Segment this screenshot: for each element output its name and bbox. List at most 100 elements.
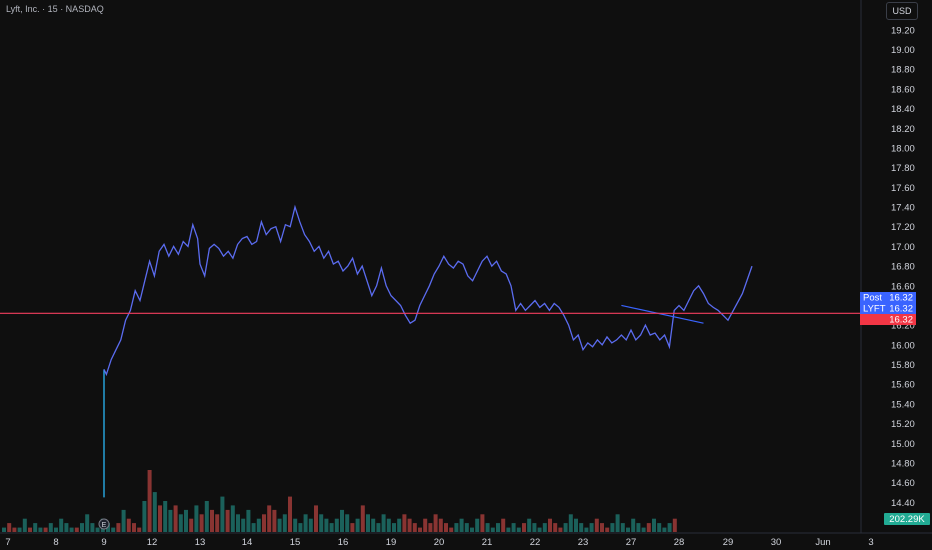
currency-button[interactable]: USD bbox=[886, 2, 918, 20]
volume-bar bbox=[672, 518, 677, 532]
volume-bar bbox=[59, 518, 64, 532]
volume-bar bbox=[475, 518, 480, 532]
x-tick-label: 20 bbox=[434, 537, 445, 548]
volume-bar bbox=[449, 527, 454, 532]
y-tick-label: 16.80 bbox=[891, 262, 915, 273]
volume-bar bbox=[345, 514, 350, 532]
volume-bar bbox=[470, 527, 474, 532]
volume-bar bbox=[620, 523, 625, 532]
x-tick-label: 12 bbox=[147, 537, 158, 548]
x-tick-label: 27 bbox=[626, 537, 637, 548]
volume-bar bbox=[7, 523, 12, 532]
volume-bar bbox=[2, 527, 6, 532]
volume-bar bbox=[522, 523, 526, 532]
volume-bar bbox=[132, 523, 136, 532]
volume-bar bbox=[298, 523, 303, 532]
volume-bar bbox=[236, 514, 240, 532]
volume-bar bbox=[428, 523, 433, 532]
volume-bar bbox=[319, 514, 324, 532]
volume-bar bbox=[173, 505, 178, 532]
volume-bar bbox=[516, 527, 521, 532]
y-tick-label: 17.20 bbox=[891, 222, 915, 233]
x-tick-label: 23 bbox=[578, 537, 589, 548]
volume-bar bbox=[579, 523, 584, 532]
volume-bar bbox=[511, 523, 516, 532]
volume-bar bbox=[48, 523, 53, 532]
volume-bar bbox=[631, 518, 636, 532]
volume-bar bbox=[438, 518, 443, 532]
volume-bar bbox=[262, 514, 266, 532]
volume-bar bbox=[340, 509, 344, 532]
volume-bar bbox=[230, 505, 235, 532]
chart-title: Lyft, Inc. · 15 · NASDAQ bbox=[6, 4, 104, 14]
volume-bar bbox=[646, 523, 651, 532]
volume-bar bbox=[402, 514, 407, 532]
volume-bar bbox=[527, 518, 532, 532]
volume-bar bbox=[147, 470, 152, 532]
volume-bar bbox=[54, 527, 58, 532]
volume-bar bbox=[433, 514, 438, 532]
y-tick-label: 19.20 bbox=[891, 25, 915, 36]
volume-bar bbox=[80, 523, 84, 532]
volume-bar bbox=[324, 518, 329, 532]
volume-bar bbox=[548, 518, 552, 532]
volume-bar bbox=[423, 518, 428, 532]
volume-bar bbox=[454, 523, 459, 532]
x-tick-label: 13 bbox=[195, 537, 206, 548]
x-tick-label: 29 bbox=[723, 537, 734, 548]
post-price-label: Post bbox=[863, 293, 882, 304]
volume-bar bbox=[17, 527, 22, 532]
volume-bar bbox=[303, 514, 308, 532]
y-tick-label: 15.40 bbox=[891, 399, 915, 410]
volume-bar bbox=[158, 505, 162, 532]
volume-bar bbox=[594, 518, 599, 532]
y-tick-label: 16.60 bbox=[891, 281, 915, 292]
x-tick-label: 22 bbox=[530, 537, 541, 548]
volume-bar bbox=[506, 527, 511, 532]
volume-bar bbox=[532, 523, 537, 532]
volume-value: 202.29K bbox=[889, 514, 925, 525]
volume-bar bbox=[626, 527, 630, 532]
volume-bar bbox=[589, 523, 594, 532]
x-tick-label: 14 bbox=[242, 537, 253, 548]
volume-bar bbox=[267, 505, 272, 532]
y-tick-label: 19.00 bbox=[891, 45, 915, 56]
volume-bar bbox=[64, 523, 69, 532]
volume-bar bbox=[251, 523, 256, 532]
volume-bar bbox=[397, 518, 402, 532]
symbol-price-badge bbox=[860, 303, 916, 314]
volume-bar bbox=[43, 527, 48, 532]
volume-bar bbox=[350, 523, 355, 532]
volume-bar bbox=[277, 518, 282, 532]
volume-bar bbox=[615, 514, 620, 532]
y-tick-label: 15.80 bbox=[891, 360, 915, 371]
volume-bar bbox=[189, 518, 194, 532]
volume-bar bbox=[574, 518, 578, 532]
volume-bar bbox=[314, 505, 318, 532]
volume-bar bbox=[22, 518, 27, 532]
last-price-badge bbox=[860, 314, 916, 325]
symbol-price-label: LYFT bbox=[863, 304, 886, 315]
volume-bar bbox=[392, 523, 396, 532]
volume-bar bbox=[334, 518, 339, 532]
y-tick-label: 15.20 bbox=[891, 419, 915, 430]
volume-bar bbox=[652, 518, 656, 532]
y-tick-label: 14.80 bbox=[891, 458, 915, 469]
y-tick-label: 15.60 bbox=[891, 380, 915, 391]
earnings-icon[interactable] bbox=[98, 518, 110, 530]
volume-bar bbox=[142, 501, 147, 532]
volume-bar bbox=[381, 514, 386, 532]
volume-bar bbox=[184, 509, 188, 532]
volume-bar bbox=[12, 527, 17, 532]
volume-bar bbox=[194, 505, 199, 532]
volume-bar bbox=[288, 496, 292, 532]
volume-bar bbox=[490, 527, 495, 532]
volume-bar bbox=[137, 527, 142, 532]
symbol-price-value: 16.32 bbox=[889, 304, 913, 315]
y-tick-label: 15.00 bbox=[891, 439, 915, 450]
y-tick-label: 18.60 bbox=[891, 84, 915, 95]
volume-bar bbox=[152, 492, 157, 532]
volume-bar bbox=[412, 523, 417, 532]
volume-bar bbox=[163, 501, 168, 532]
